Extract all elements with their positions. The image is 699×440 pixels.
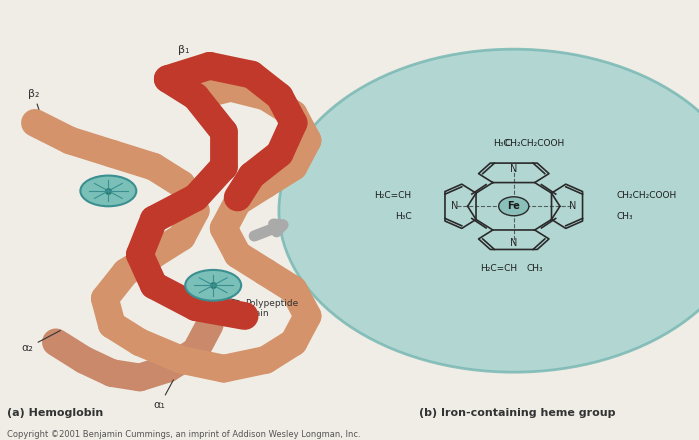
Text: α₂: α₂ [21,330,60,353]
Text: (a) Hemoglobin: (a) Hemoglobin [7,407,103,418]
Text: CH₃: CH₃ [526,264,543,273]
Text: N: N [452,201,459,211]
Text: α₁: α₁ [154,380,173,410]
Text: (b) Iron-containing heme group: (b) Iron-containing heme group [419,407,616,418]
Text: CH₃: CH₃ [616,213,633,221]
Ellipse shape [185,270,241,301]
Text: Copyright ©2001 Benjamin Cummings, an imprint of Addison Wesley Longman, Inc.: Copyright ©2001 Benjamin Cummings, an im… [7,430,361,439]
Text: H₃C: H₃C [493,139,510,148]
Text: β₂: β₂ [28,88,48,138]
Text: CH₂CH₂COOH: CH₂CH₂COOH [616,191,677,200]
Text: CH₂CH₂COOH: CH₂CH₂COOH [505,139,565,148]
Text: β₁: β₁ [178,45,199,85]
Text: Polypeptide
chain: Polypeptide chain [212,295,298,318]
Circle shape [498,197,529,216]
Text: H₂C=CH: H₂C=CH [480,264,517,273]
Text: H₂C=CH: H₂C=CH [374,191,412,200]
Text: N: N [510,238,517,248]
Ellipse shape [279,49,699,372]
Text: N: N [510,165,517,174]
Text: Fe: Fe [507,201,520,211]
Ellipse shape [80,176,136,206]
Text: H₃C: H₃C [395,213,412,221]
Text: N: N [569,201,576,211]
